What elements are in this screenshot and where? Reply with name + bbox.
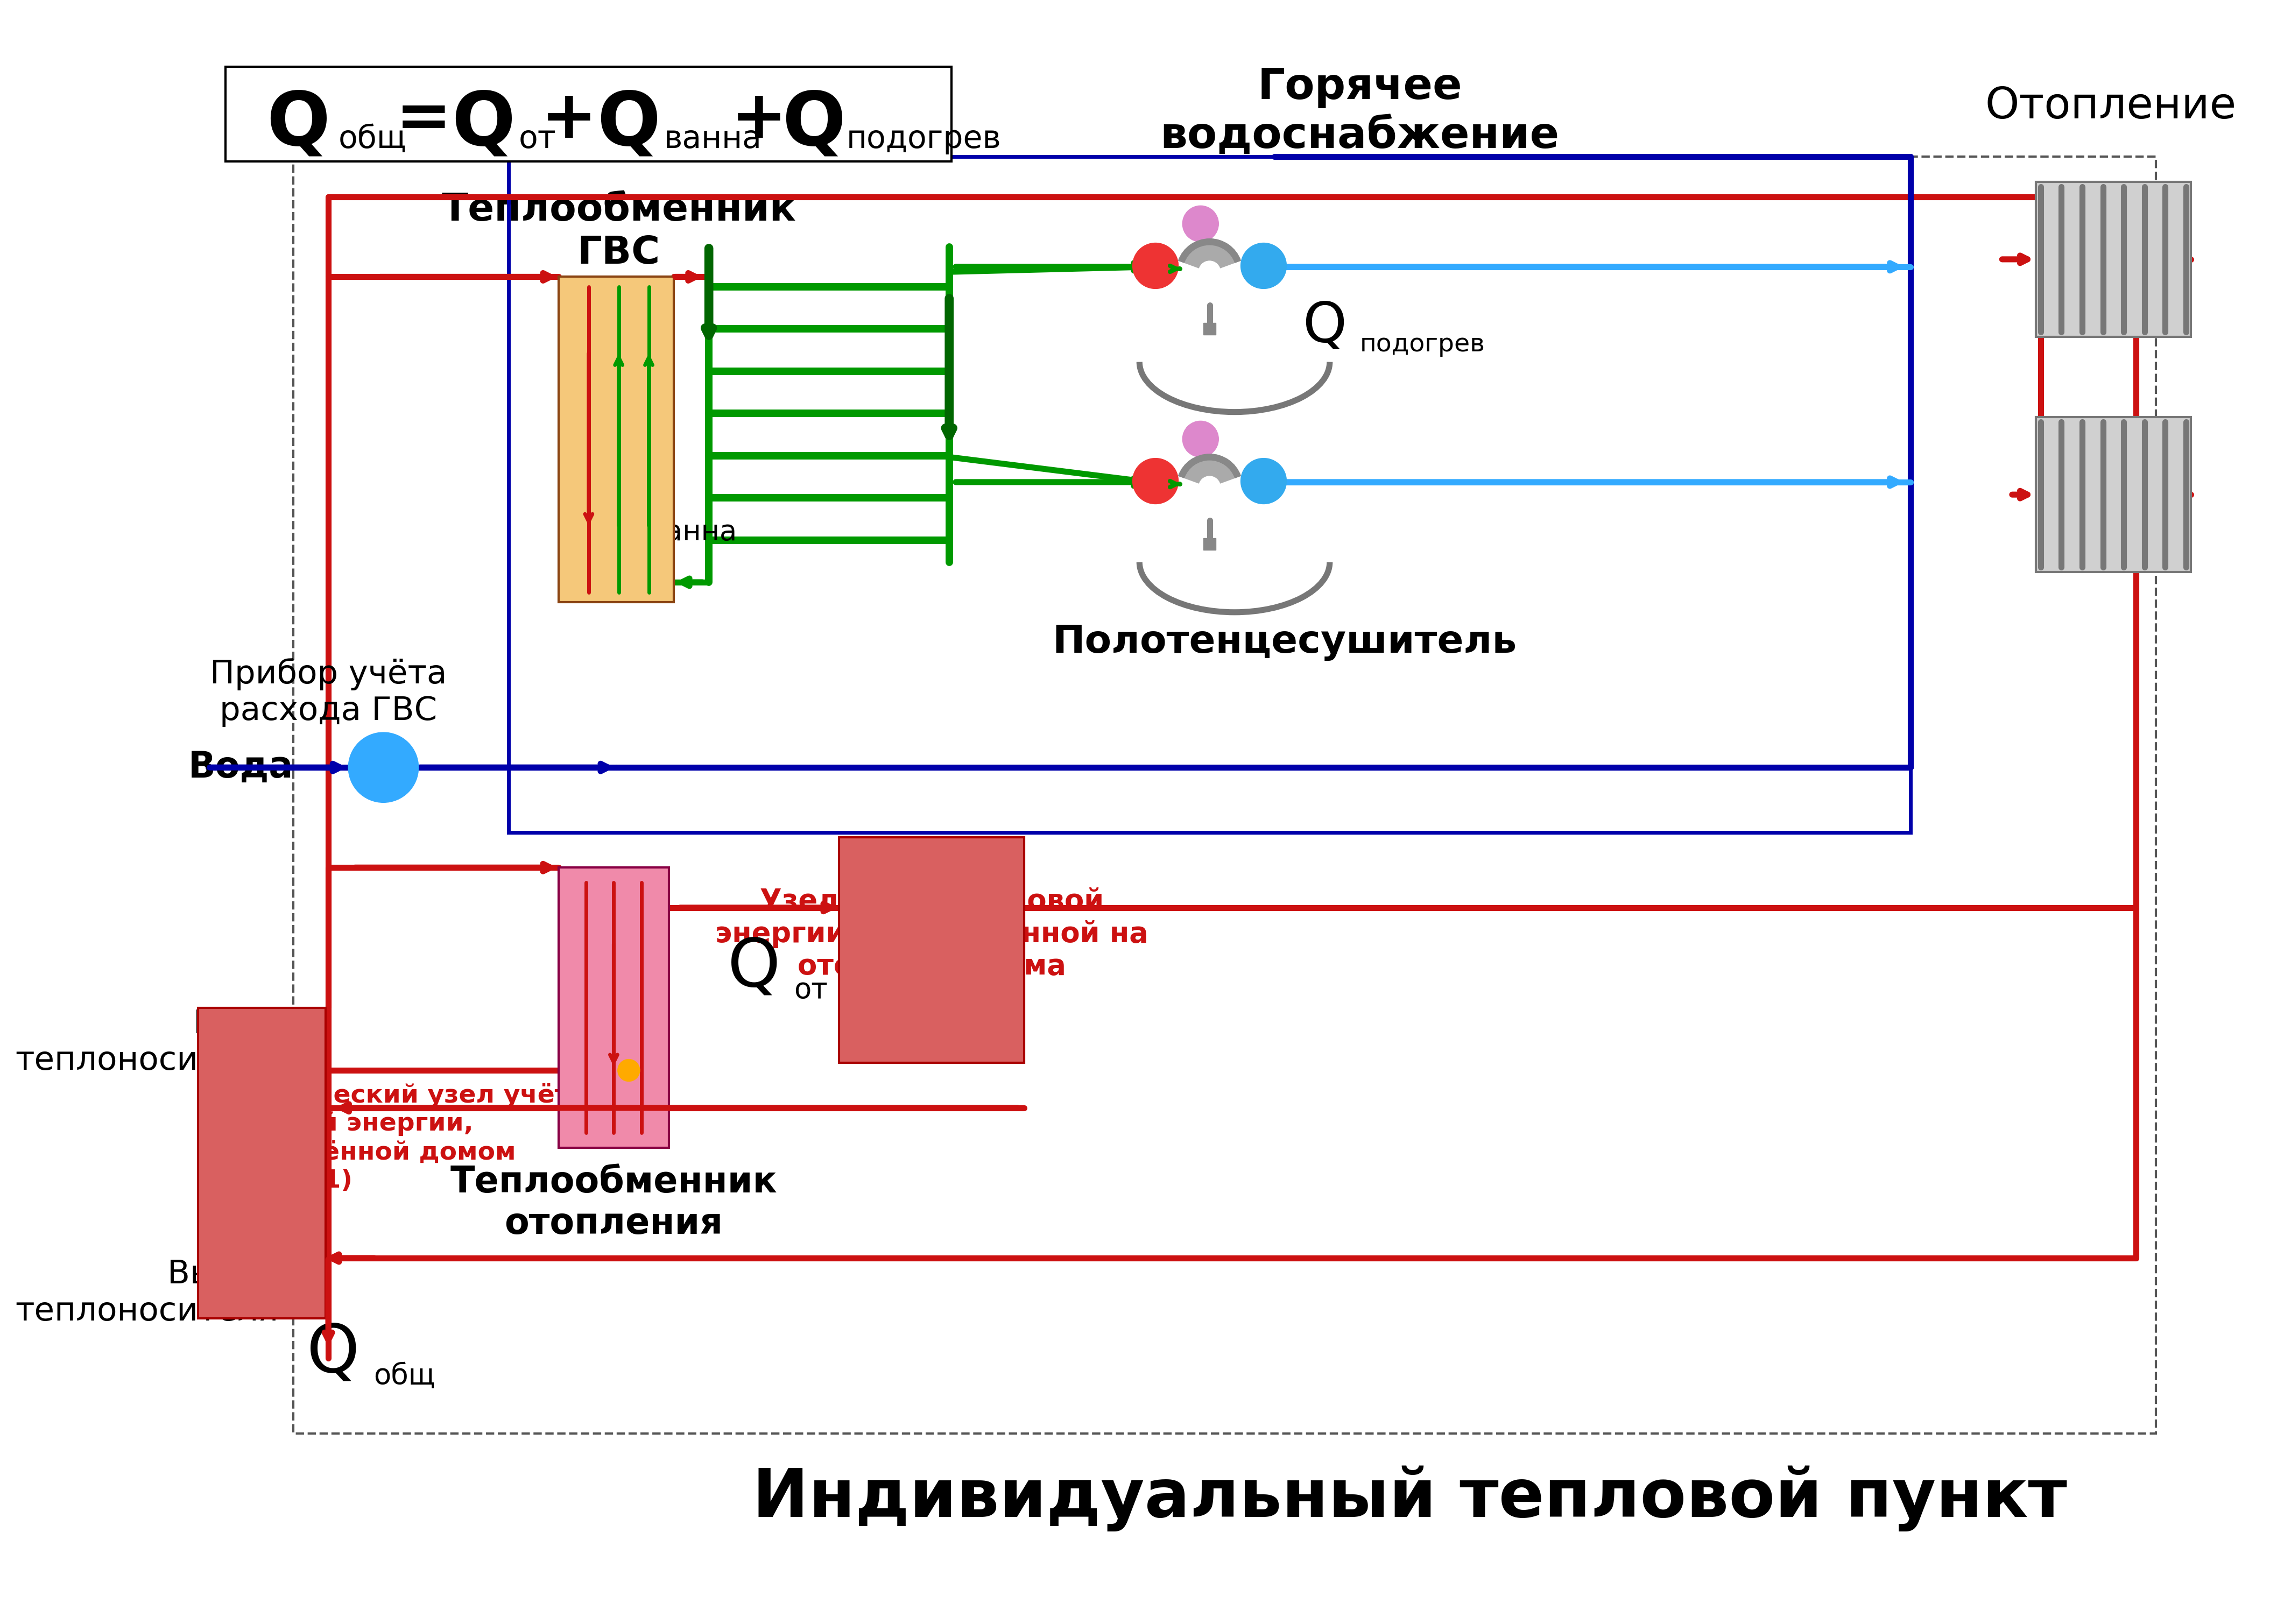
Wedge shape bbox=[1178, 239, 1242, 271]
Text: Полотенцесушитель: Полотенцесушитель bbox=[1053, 624, 1516, 661]
Text: ванна: ванна bbox=[649, 518, 738, 546]
Circle shape bbox=[1133, 244, 1178, 289]
Text: Узел учёта тепловой
энергии, потреблённой на
отопление дома
(контур 2): Узел учёта тепловой энергии, потреблённо… bbox=[715, 887, 1149, 1013]
Text: подогрев: подогрев bbox=[1360, 333, 1485, 357]
Text: Прибор учёта
расхода ГВС: Прибор учёта расхода ГВС bbox=[209, 658, 447, 728]
Text: Теплообменник
отопления: Теплообменник отопления bbox=[449, 1164, 776, 1241]
Text: Выход
теплоносителя: Выход теплоносителя bbox=[16, 1259, 279, 1327]
Bar bbox=[2036, 417, 2191, 572]
Circle shape bbox=[1199, 476, 1221, 499]
Circle shape bbox=[347, 732, 418, 802]
Text: Q: Q bbox=[783, 88, 847, 161]
Bar bbox=[508, 156, 1911, 833]
Circle shape bbox=[617, 1059, 640, 1082]
Wedge shape bbox=[1178, 455, 1242, 477]
Text: Q: Q bbox=[1303, 300, 1346, 354]
Circle shape bbox=[1183, 206, 1219, 242]
Text: Коммерческий узел учёта
тепловой энергии,
потреблённой домом
(контур 1): Коммерческий узел учёта тепловой энергии… bbox=[200, 1083, 586, 1194]
Wedge shape bbox=[1178, 239, 1242, 263]
Circle shape bbox=[1242, 458, 1287, 503]
Text: общ: общ bbox=[338, 123, 406, 154]
Text: Горячее
водоснабжение: Горячее водоснабжение bbox=[1160, 67, 1559, 158]
Text: +: + bbox=[540, 86, 597, 151]
Wedge shape bbox=[1178, 455, 1242, 487]
Circle shape bbox=[1183, 421, 1219, 456]
Bar bbox=[840, 838, 1024, 1062]
Circle shape bbox=[1242, 244, 1287, 289]
Text: Q: Q bbox=[726, 935, 781, 1000]
Text: Индивидуальный тепловой пункт: Индивидуальный тепловой пункт bbox=[751, 1465, 2068, 1531]
Bar bbox=[225, 67, 951, 162]
Text: Q: Q bbox=[581, 474, 638, 539]
Bar bbox=[1203, 323, 1214, 335]
Text: +: + bbox=[731, 86, 788, 151]
Text: ванна: ванна bbox=[663, 123, 763, 154]
Text: подогрев: подогрев bbox=[847, 123, 1001, 154]
Bar bbox=[293, 156, 2156, 1434]
Bar bbox=[2036, 182, 2191, 336]
Text: Q: Q bbox=[452, 88, 515, 161]
Bar bbox=[197, 1009, 327, 1319]
Bar bbox=[558, 867, 670, 1148]
Text: от: от bbox=[794, 976, 829, 1004]
Text: общ: общ bbox=[372, 1361, 436, 1390]
Circle shape bbox=[1199, 261, 1221, 283]
Text: Теплообменник
ГВС: Теплообменник ГВС bbox=[440, 192, 797, 271]
Bar bbox=[1203, 538, 1214, 551]
Bar bbox=[558, 276, 674, 603]
Text: Отопление: Отопление bbox=[1984, 86, 2236, 128]
Text: Q: Q bbox=[266, 88, 329, 161]
Text: Вход
теплоносителя: Вход теплоносителя bbox=[16, 1009, 279, 1077]
Text: Вода: Вода bbox=[188, 750, 293, 784]
Text: =: = bbox=[395, 86, 452, 151]
Text: Q: Q bbox=[597, 88, 661, 161]
Text: Q: Q bbox=[306, 1320, 361, 1385]
Circle shape bbox=[1133, 458, 1178, 503]
Text: от: от bbox=[518, 123, 556, 154]
